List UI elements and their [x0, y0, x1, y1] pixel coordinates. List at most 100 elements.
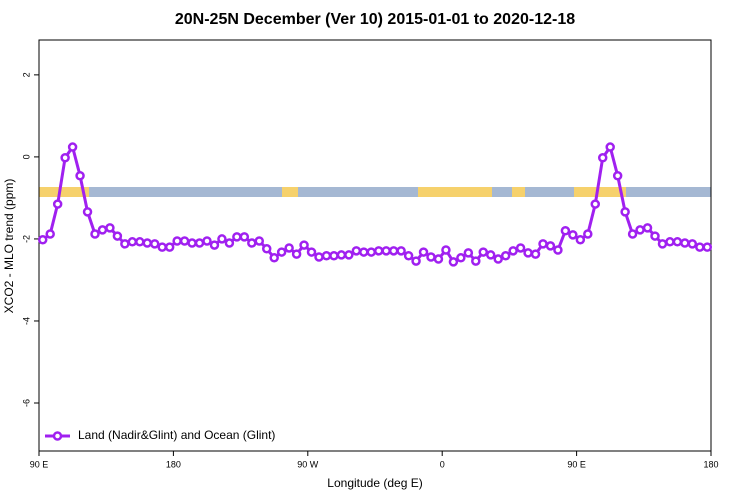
data-point	[403, 251, 414, 261]
data-point	[135, 237, 145, 247]
data-point	[485, 250, 496, 260]
data-point	[471, 256, 481, 266]
data-point	[179, 236, 190, 246]
y-axis-label: XCO2 - MLO trend (ppm)	[2, 179, 16, 314]
data-point	[545, 241, 556, 251]
data-point	[538, 239, 548, 249]
map-strip	[39, 187, 711, 197]
data-point	[620, 207, 630, 217]
data-point	[568, 230, 578, 240]
data-point	[321, 251, 332, 261]
data-point	[597, 152, 608, 163]
x-tick-label: 90 W	[297, 459, 319, 469]
data-point	[75, 171, 85, 181]
data-point	[373, 246, 384, 256]
data-point	[351, 246, 362, 256]
data-point	[612, 171, 623, 181]
data-point	[411, 256, 421, 266]
data-point	[642, 223, 653, 233]
data-point	[515, 243, 526, 253]
data-point	[60, 152, 70, 163]
data-point	[157, 242, 167, 252]
data-point	[209, 240, 220, 250]
data-point	[261, 244, 272, 254]
y-tick-label: -2	[21, 235, 31, 243]
data-point	[247, 238, 257, 248]
data-point	[590, 199, 601, 209]
data-point	[702, 242, 713, 252]
data-point	[329, 251, 339, 261]
data-point	[508, 246, 518, 256]
data-point	[45, 229, 55, 239]
data-point	[381, 246, 391, 256]
data-point	[695, 242, 705, 252]
x-tick-label: 180	[166, 459, 181, 469]
data-point	[284, 243, 294, 253]
data-point	[359, 247, 369, 257]
data-point	[493, 254, 503, 264]
data-point	[52, 199, 63, 209]
y-tick-label: 2	[21, 72, 31, 77]
data-point	[456, 253, 466, 263]
data-point	[344, 250, 354, 260]
data-point	[82, 207, 93, 217]
data-point	[687, 239, 698, 249]
data-point	[254, 236, 265, 246]
data-point	[172, 236, 182, 246]
x-tick-label: 90 E	[30, 459, 49, 469]
data-point	[306, 247, 317, 257]
data-point	[224, 238, 235, 248]
data-point	[366, 247, 377, 257]
data-point	[575, 235, 586, 245]
data-point	[142, 238, 153, 248]
data-point	[672, 237, 683, 247]
data-point	[553, 245, 563, 255]
data-point	[650, 231, 660, 241]
y-tick-label: -4	[21, 317, 31, 325]
legend-marker	[52, 431, 63, 441]
data-point	[299, 240, 309, 250]
x-tick-label: 0	[440, 459, 445, 469]
data-point	[202, 236, 212, 246]
x-axis-label: Longitude (deg E)	[327, 476, 422, 490]
data-point	[105, 223, 115, 233]
data-point	[560, 225, 571, 236]
data-point	[680, 238, 690, 248]
data-point	[276, 247, 287, 257]
data-point	[194, 238, 205, 248]
data-point	[530, 249, 541, 259]
data-point	[291, 249, 302, 259]
data-point	[388, 246, 399, 256]
data-point	[665, 237, 675, 247]
data-point	[269, 253, 279, 263]
data-point	[478, 247, 489, 257]
data-point	[441, 245, 451, 255]
data-point	[97, 225, 108, 235]
data-point	[396, 246, 406, 256]
chart-title: 20N-25N December (Ver 10) 2015-01-01 to …	[175, 11, 575, 28]
data-point	[635, 225, 645, 235]
x-tick-label: 180	[703, 459, 718, 469]
data-point	[605, 142, 615, 152]
data-point	[314, 252, 324, 262]
data-point	[627, 229, 638, 239]
data-point	[112, 231, 123, 241]
data-point	[67, 142, 78, 152]
data-point	[90, 229, 100, 239]
data-point	[127, 237, 138, 247]
data-point	[336, 250, 347, 260]
data-point	[232, 232, 242, 242]
data-point	[120, 239, 130, 249]
y-tick-label: -6	[21, 399, 31, 407]
data-point	[149, 239, 160, 249]
data-point	[164, 242, 175, 252]
data-point	[500, 251, 511, 261]
data-point	[217, 234, 227, 244]
legend-label: Land (Nadir&Glint) and Ocean (Glint)	[78, 428, 275, 442]
data-point	[583, 229, 593, 239]
data-point	[37, 235, 48, 245]
data-point	[187, 238, 197, 248]
data-point	[523, 248, 533, 258]
data-point	[426, 252, 436, 262]
